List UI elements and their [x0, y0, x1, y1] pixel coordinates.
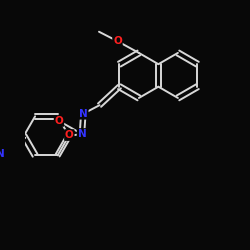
Text: O: O [54, 116, 63, 126]
Text: O: O [65, 130, 74, 140]
Text: O: O [113, 36, 122, 46]
Text: N: N [78, 129, 86, 139]
Text: N: N [79, 109, 88, 119]
Text: N: N [0, 149, 4, 159]
